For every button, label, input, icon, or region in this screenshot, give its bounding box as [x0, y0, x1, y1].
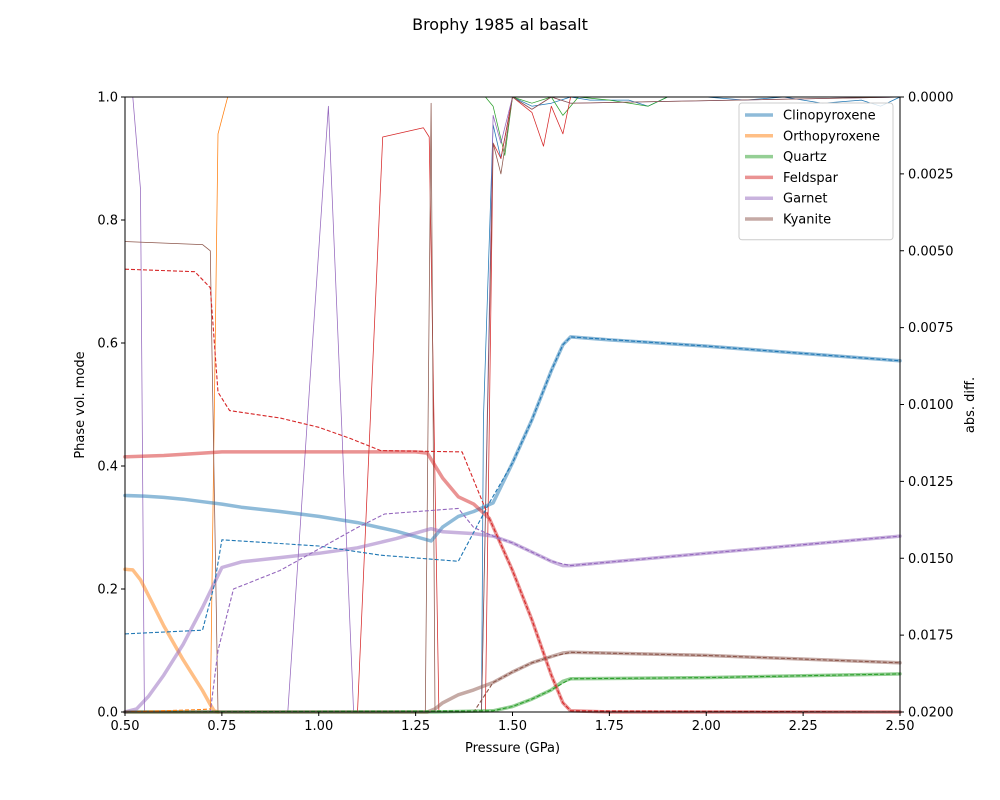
dashed-line-1: [124, 336, 901, 635]
dashed-line-5: [124, 673, 901, 713]
legend-label-kyanite: Kyanite: [783, 213, 831, 228]
legend-label-feldspar: Feldspar: [783, 171, 839, 186]
x-axis-label: Pressure (GPa): [465, 741, 560, 756]
y2-tick-label: 0.0025: [908, 167, 954, 182]
legend-box: [738, 102, 894, 241]
y-tick-label: 0.2: [97, 583, 118, 598]
x-tick-label: 1.75: [595, 719, 624, 734]
x-tick-label: 2.00: [692, 719, 721, 734]
y-axis-label: Phase vol. mode: [73, 351, 88, 458]
x-tick-label: 0.50: [111, 719, 140, 734]
y-tick-label: 0.6: [97, 337, 118, 352]
y2-tick-label: 0.0075: [908, 321, 954, 336]
y-tick-label: 0.0: [97, 706, 118, 721]
x-tick-label: 2.50: [886, 719, 915, 734]
series-line-clinopyroxene: [123, 335, 902, 543]
legend-label-clinopyroxene: Clinopyroxene: [783, 109, 876, 124]
legend-label-quartz: Quartz: [783, 150, 827, 165]
y-tick-label: 0.8: [97, 214, 118, 229]
x-tick-label: 1.50: [498, 719, 527, 734]
x-tick-label: 1.25: [401, 719, 430, 734]
series-line-feldspar: [123, 450, 902, 714]
x-tick-label: 1.00: [304, 719, 333, 734]
y2-tick-label: 0.0125: [908, 475, 954, 490]
plot-area: [123, 96, 902, 714]
y2-tick-label: 0.0050: [908, 244, 954, 259]
series-line-orthopyroxene: [123, 567, 220, 714]
dashed-line-6: [124, 708, 211, 713]
dashed-line-3: [125, 507, 901, 713]
y-tick-label: 0.4: [97, 460, 118, 475]
dashed-line-2: [124, 268, 901, 713]
y2-tick-label: 0.0175: [908, 629, 954, 644]
axes: 0.50 0.75 1.00 1.25 1.50 1.75 2.00 2.25 2.500.00…: [97, 91, 953, 735]
dashed-line-4: [125, 651, 901, 713]
y2-tick-label: 0.0000: [908, 91, 954, 106]
x-tick-label: 2.25: [789, 719, 818, 734]
series-line-garnet: [123, 526, 902, 714]
legend: Clinopyroxene Orthopyroxene Quartz Feldspar…: [738, 102, 894, 241]
x-tick-label: 0.75: [207, 719, 236, 734]
y2-axis-label: abs. diff.: [963, 377, 978, 433]
y-tick-label: 1.0: [97, 91, 118, 106]
y2-tick-label: 0.0200: [908, 706, 954, 721]
y2-tick-label: 0.0150: [908, 552, 954, 567]
y2-tick-label: 0.0100: [908, 398, 954, 413]
series-line-kyanite: [123, 650, 902, 714]
legend-label-orthopyroxene: Orthopyroxene: [783, 129, 880, 144]
diff-line-4: [357, 96, 900, 713]
legend-label-garnet: Garnet: [783, 192, 828, 207]
chart-title: Brophy 1985 al basalt: [412, 15, 588, 34]
